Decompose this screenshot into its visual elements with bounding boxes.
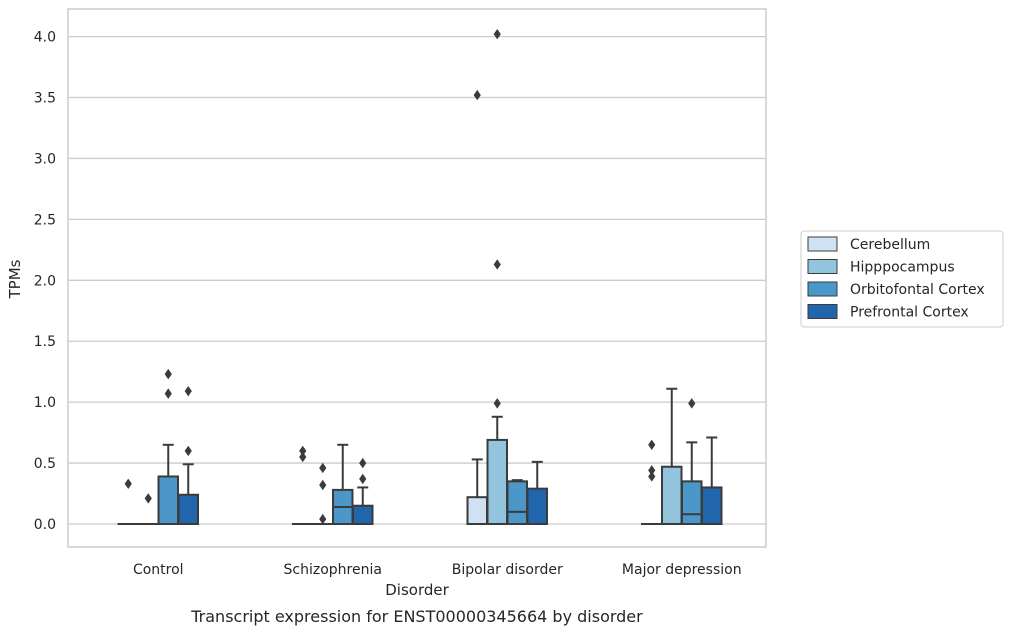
x-axis-label: Disorder: [385, 581, 449, 599]
outlier-point: [299, 451, 307, 463]
box-orbitofontal-cortex: [332, 443, 354, 525]
x-tick-label: Schizophrenia: [284, 562, 382, 578]
box-body: [661, 465, 683, 525]
outlier-point: [184, 385, 192, 397]
outlier-point: [493, 259, 501, 270]
outlier-point: [124, 478, 132, 489]
outlier-point: [473, 89, 481, 101]
x-tick-labels: Control Schizophrenia Bipolar disorder Majo…: [133, 562, 742, 578]
box-hipppocampus: [486, 28, 508, 525]
plot-area-frame: [67, 8, 767, 548]
y-tick-label: 0.5: [34, 456, 56, 472]
outlier-point: [184, 445, 192, 457]
outlier-point: [164, 388, 172, 399]
x-tick-label: Major depression: [622, 562, 742, 578]
y-tick-label: 2.5: [34, 212, 56, 228]
y-tick-label: 0.0: [34, 517, 56, 533]
box-prefrontal-cortex: [701, 436, 723, 526]
y-tick-label: 4.0: [34, 30, 56, 46]
legend-swatch: [807, 304, 838, 319]
box-body: [466, 496, 488, 525]
outlier-point: [144, 493, 152, 504]
box-hipppocampus: [137, 493, 159, 526]
outlier-point: [648, 471, 656, 482]
box-orbitofontal-cortex: [506, 479, 528, 526]
box-body: [157, 475, 179, 525]
outlier-point: [319, 479, 327, 491]
y-tick-label: 3.0: [34, 151, 56, 167]
box-cerebellum: [117, 478, 139, 526]
x-tick-label: Control: [133, 562, 184, 578]
box-body: [506, 480, 528, 526]
legend-label: Prefrontal Cortex: [850, 305, 969, 321]
legend-label: Orbitofontal Cortex: [850, 282, 985, 298]
legend-swatch: [807, 281, 838, 297]
box-cerebellum: [292, 445, 314, 526]
outlier-point: [493, 28, 501, 40]
grid-lines: [68, 35, 766, 525]
outlier-point: [648, 465, 656, 476]
x-tick-label: Bipolar disorder: [452, 562, 563, 578]
boxes-layer: [117, 28, 723, 526]
box-body: [526, 487, 548, 526]
outlier-point: [164, 368, 172, 380]
box-prefrontal-cortex: [526, 460, 548, 526]
box-hipppocampus: [312, 462, 334, 526]
y-tick-label: 3.5: [34, 91, 56, 107]
box-cerebellum: [466, 89, 488, 525]
box-body: [701, 486, 723, 526]
box-prefrontal-cortex: [352, 457, 374, 526]
outlier-point: [299, 445, 307, 457]
outlier-point: [319, 513, 327, 525]
legend-label: Hipppocampus: [850, 260, 955, 276]
box-hipppocampus: [661, 387, 683, 525]
box-body: [486, 438, 508, 525]
outlier-point: [359, 473, 367, 485]
outlier-point: [493, 398, 501, 409]
legend-swatch: [807, 259, 838, 274]
box-orbitofontal-cortex: [157, 368, 179, 525]
legend-frame: [800, 230, 1004, 328]
y-tick-label: 1.0: [34, 395, 56, 411]
y-tick-label: 2.0: [34, 273, 56, 289]
box-cerebellum: [641, 439, 663, 526]
outlier-point: [359, 457, 367, 469]
y-tick-label: 1.5: [34, 334, 56, 350]
legend-swatch: [807, 236, 838, 252]
outlier-point: [688, 398, 696, 409]
box-prefrontal-cortex: [177, 385, 199, 526]
chart-caption: Transcript expression for ENST0000034566…: [190, 607, 643, 626]
y-axis-label: TPMs: [6, 259, 24, 299]
outlier-point: [648, 439, 656, 450]
box-body: [177, 493, 199, 526]
y-tick-labels: 0.0 0.5 1.0 1.5 2.0 2.5 3.0 3.5 4.0: [34, 30, 56, 533]
box-body: [681, 480, 703, 526]
legend-label: Cerebellum: [850, 237, 930, 253]
box-orbitofontal-cortex: [681, 398, 703, 526]
box-body: [352, 504, 374, 526]
outlier-point: [319, 462, 327, 474]
legend: Cerebellum Hipppocampus Orbitofontal Corte…: [800, 230, 1004, 328]
